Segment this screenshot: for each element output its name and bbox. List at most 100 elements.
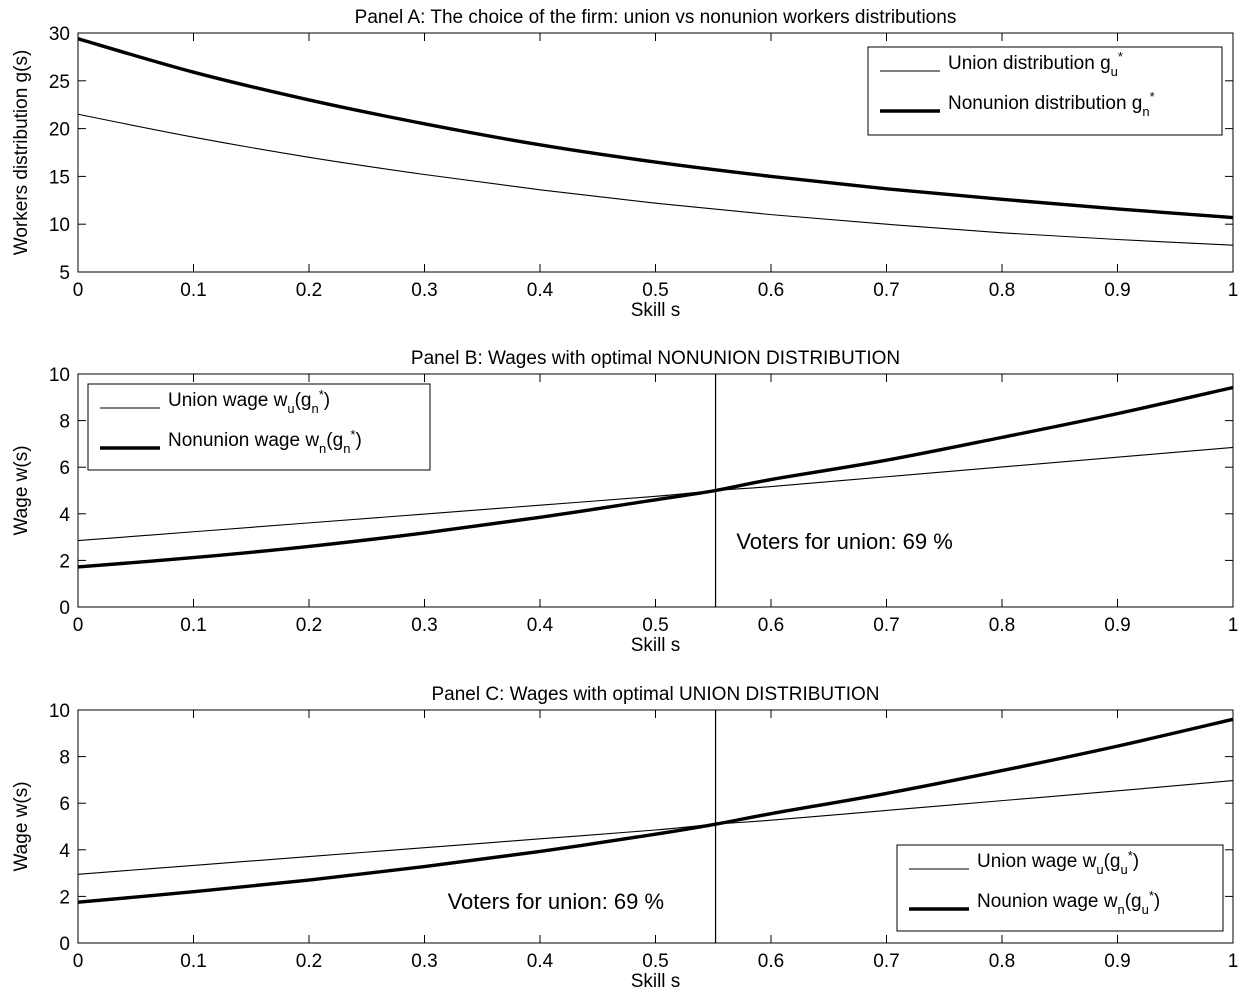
x-tick-label: 0.1	[180, 280, 206, 301]
legend-entry: Union distribution gu*	[948, 49, 1123, 79]
x-tick-label: 0.2	[296, 615, 322, 636]
legend-paren: (g	[295, 390, 312, 411]
legend-subscript: u	[1096, 862, 1103, 877]
legend-entry: Union wage wu(gn*)	[168, 387, 330, 416]
legend-entry: Union wage wu(gu*)	[977, 848, 1139, 877]
legend-superscript: *	[1150, 89, 1155, 104]
y-tick-label: 10	[49, 701, 70, 722]
legend-paren: (g	[1104, 851, 1121, 872]
legend-main: Nonunion wage w	[168, 430, 319, 451]
y-tick-label: 8	[59, 412, 70, 433]
x-tick-label: 0.4	[527, 951, 554, 972]
y-tick-label: 5	[59, 263, 70, 284]
x-tick-label: 0.3	[411, 280, 437, 301]
legend-subscript: n	[319, 441, 326, 456]
series-line-union	[77, 780, 1234, 875]
panel-b: 0 0.1 0.2 0.3 0.4 0.5 0.6 0.7 0.8 0.9 10246810Pane…	[11, 348, 1238, 656]
legend-paren: (g	[326, 430, 343, 451]
legend-entry: Nonunion distribution gn*	[948, 89, 1155, 119]
x-tick-label: 1	[1228, 951, 1239, 972]
x-tick-label: 0.3	[411, 951, 437, 972]
x-tick-label: 0.1	[180, 615, 206, 636]
y-tick-label: 2	[59, 551, 70, 572]
x-tick-label: 0	[73, 280, 84, 301]
legend-superscript: *	[350, 427, 355, 442]
y-tick-label: 6	[59, 794, 70, 815]
y-tick-label: 0	[59, 598, 70, 619]
x-tick-label: 0.6	[758, 615, 784, 636]
legend-main: Nounion wage w	[977, 891, 1118, 912]
y-tick-label: 20	[49, 120, 70, 141]
legend-main: Nonunion distribution g	[948, 93, 1142, 114]
legend-paren: (g	[1125, 891, 1142, 912]
x-tick-label: 0.2	[296, 951, 322, 972]
y-tick-label: 10	[49, 215, 70, 236]
y-tick-label: 6	[59, 458, 70, 479]
x-tick-label: 0.9	[1104, 951, 1130, 972]
y-axis-label: Wage w(s)	[11, 781, 32, 871]
x-tick-label: 0.4	[527, 280, 554, 301]
panel-c: 0 0.1 0.2 0.3 0.4 0.5 0.6 0.7 0.8 0.9 10246810Pane…	[11, 684, 1238, 992]
x-tick-label: 0.8	[989, 951, 1015, 972]
legend-subscript: n	[343, 441, 350, 456]
legend-main: Union wage w	[977, 851, 1097, 872]
series-line-union	[77, 113, 1234, 246]
x-tick-label: 0.3	[411, 615, 437, 636]
legend-box	[87, 383, 431, 471]
x-tick-label: 0.7	[873, 951, 899, 972]
x-tick-label: 0.2	[296, 280, 322, 301]
x-axis-label: Skill s	[631, 635, 681, 656]
y-tick-label: 2	[59, 887, 70, 908]
y-tick-label: 30	[49, 24, 70, 45]
y-tick-label: 25	[49, 72, 70, 93]
y-axis-label: Workers distribution g(s)	[11, 50, 32, 256]
x-tick-label: 1	[1228, 280, 1239, 301]
legend-close: )	[355, 430, 361, 451]
x-tick-label: 0.5	[642, 280, 668, 301]
chart-title: Panel C: Wages with optimal UNION DISTRI…	[431, 684, 879, 705]
x-axis-label: Skill s	[631, 300, 681, 321]
legend-subscript: u	[1142, 902, 1149, 917]
legend-subscript: n	[1117, 902, 1124, 917]
y-tick-label: 15	[49, 167, 70, 188]
y-tick-label: 4	[59, 841, 70, 862]
x-tick-label: 0.4	[527, 615, 554, 636]
series-line-union	[77, 446, 1234, 542]
x-axis-label: Skill s	[631, 971, 681, 992]
legend-subscript: u	[1120, 862, 1127, 877]
y-tick-label: 0	[59, 934, 70, 955]
legend-box	[896, 844, 1224, 932]
legend-close: )	[324, 390, 330, 411]
x-tick-label: 0.6	[758, 951, 784, 972]
legend-subscript: n	[311, 401, 318, 416]
x-tick-label: 0.5	[642, 615, 668, 636]
series-line-nonunion	[77, 385, 1234, 569]
y-axis-label: Wage w(s)	[11, 445, 32, 535]
legend-box	[867, 46, 1223, 136]
x-tick-label: 0	[73, 951, 84, 972]
y-tick-label: 8	[59, 748, 70, 769]
legend-close: )	[1154, 891, 1160, 912]
x-tick-label: 0.6	[758, 280, 784, 301]
legend-superscript: *	[1128, 848, 1133, 863]
x-tick-label: 0.8	[989, 615, 1015, 636]
series-line-nonunion	[77, 37, 1234, 220]
legend-close: )	[1133, 851, 1139, 872]
legend-entry: Nonunion wage wn(gn*)	[168, 427, 362, 456]
legend-superscript: *	[319, 387, 324, 402]
legend-subscript: n	[1142, 104, 1149, 119]
legend-main: Union distribution g	[948, 53, 1111, 74]
x-tick-label: 0.9	[1104, 615, 1130, 636]
series-line-nonunion	[77, 717, 1234, 904]
x-tick-label: 0	[73, 615, 84, 636]
legend-subscript: u	[287, 401, 294, 416]
legend-subscript: u	[1111, 64, 1118, 79]
x-tick-label: 0.7	[873, 280, 899, 301]
x-tick-label: 0.7	[873, 615, 899, 636]
legend-main: Union wage w	[168, 390, 288, 411]
voters-annotation: Voters for union: 69 %	[448, 889, 664, 914]
legend-entry: Nounion wage wn(gu*)	[977, 888, 1160, 917]
y-tick-label: 4	[59, 505, 70, 526]
legend-superscript: *	[1149, 888, 1154, 903]
